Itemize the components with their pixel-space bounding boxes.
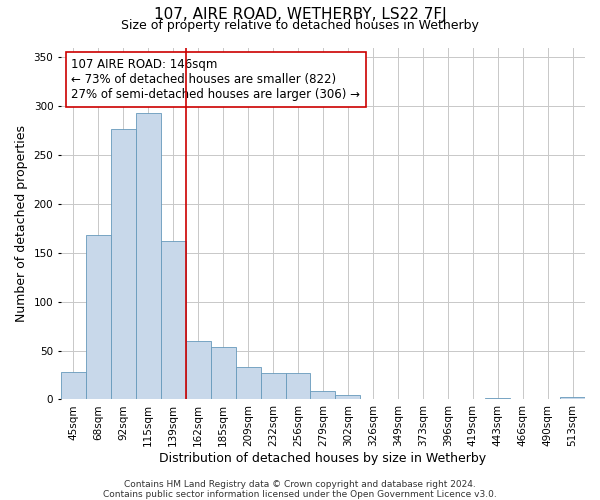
Bar [86,235,111,400]
Bar [260,373,286,400]
Bar [236,367,260,400]
Bar [286,373,310,400]
Text: 107 AIRE ROAD: 146sqm
← 73% of detached houses are smaller (822)
27% of semi-det: 107 AIRE ROAD: 146sqm ← 73% of detached … [71,58,361,101]
Y-axis label: Number of detached properties: Number of detached properties [15,125,28,322]
X-axis label: Distribution of detached houses by size in Wetherby: Distribution of detached houses by size … [160,452,487,465]
Bar [161,241,186,400]
Bar [560,396,585,400]
Bar [485,398,510,400]
Bar [211,346,236,400]
Bar [61,372,86,400]
Bar [186,341,211,400]
Text: 107, AIRE ROAD, WETHERBY, LS22 7FJ: 107, AIRE ROAD, WETHERBY, LS22 7FJ [154,8,446,22]
Text: Size of property relative to detached houses in Wetherby: Size of property relative to detached ho… [121,18,479,32]
Text: Contains HM Land Registry data © Crown copyright and database right 2024.
Contai: Contains HM Land Registry data © Crown c… [103,480,497,499]
Bar [111,128,136,400]
Bar [335,394,361,400]
Bar [136,113,161,400]
Bar [310,390,335,400]
